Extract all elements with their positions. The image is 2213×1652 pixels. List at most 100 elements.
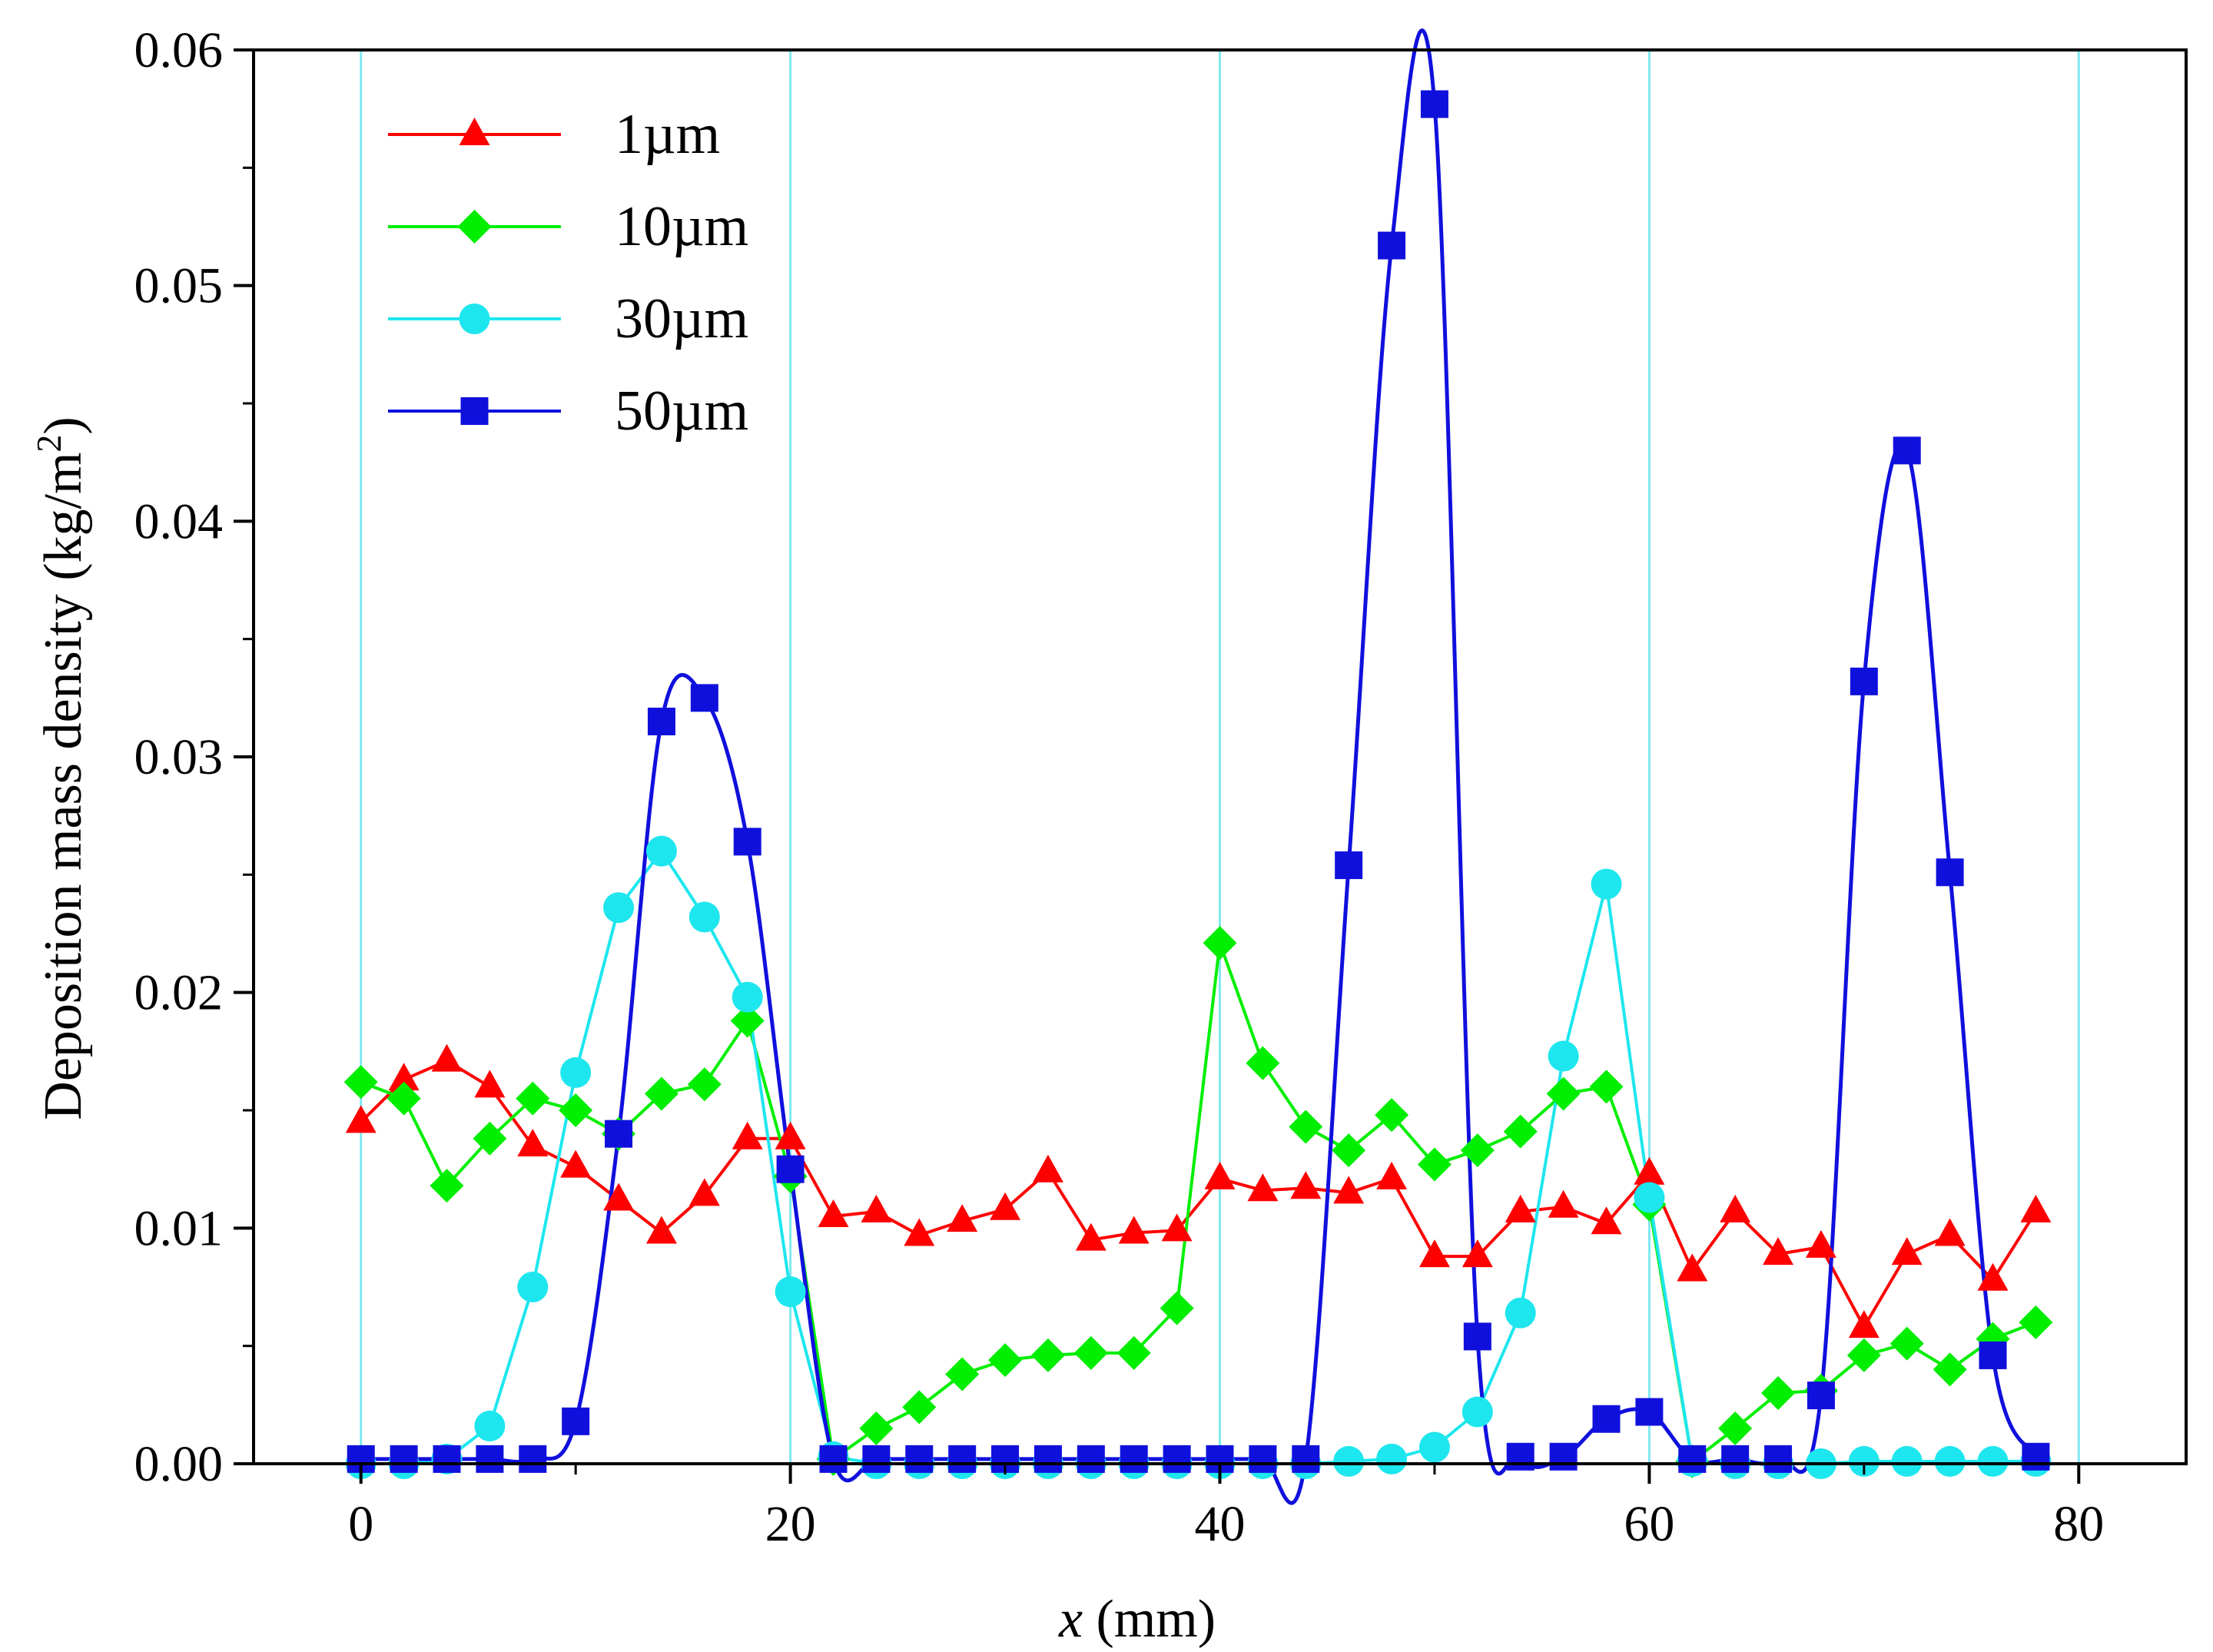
data-point-0-9 xyxy=(732,1121,763,1149)
data-point-2-36 xyxy=(1891,1445,1923,1477)
data-point-2-35 xyxy=(1848,1445,1880,1477)
data-point-1-37 xyxy=(1933,1352,1967,1387)
data-point-0-28 xyxy=(1548,1189,1579,1218)
x-tick-label-60: 60 xyxy=(1624,1496,1674,1552)
data-point-0-23 xyxy=(1333,1176,1365,1204)
data-point-3-2 xyxy=(433,1445,461,1473)
y-tick-label-2: 0.02 xyxy=(134,965,224,1021)
data-point-3-29 xyxy=(1592,1405,1621,1433)
data-point-0-36 xyxy=(1891,1237,1923,1266)
data-point-0-3 xyxy=(474,1070,506,1098)
data-point-2-26 xyxy=(1462,1396,1493,1428)
data-point-0-12 xyxy=(861,1194,892,1222)
data-point-0-34 xyxy=(1805,1229,1836,1258)
ticks xyxy=(234,48,2081,1484)
legend-marker-1 xyxy=(457,210,492,244)
x-tick-label-40: 40 xyxy=(1195,1496,1246,1552)
series-markers-1 xyxy=(343,926,2053,1478)
y-tick-label-3: 0.03 xyxy=(134,729,224,785)
data-point-2-28 xyxy=(1548,1040,1579,1072)
y-tick-label-1: 0.01 xyxy=(134,1200,224,1256)
data-point-3-6 xyxy=(605,1120,633,1148)
data-point-3-19 xyxy=(1163,1445,1191,1473)
data-point-0-33 xyxy=(1763,1237,1794,1266)
data-point-0-21 xyxy=(1247,1173,1279,1202)
data-point-2-3 xyxy=(474,1410,506,1441)
data-point-3-30 xyxy=(1635,1398,1664,1426)
data-point-1-16 xyxy=(1030,1338,1065,1372)
data-point-3-32 xyxy=(1721,1445,1750,1473)
data-point-3-38 xyxy=(1979,1341,2007,1369)
data-point-0-16 xyxy=(1032,1154,1063,1183)
data-point-3-1 xyxy=(390,1445,418,1473)
data-point-0-31 xyxy=(1677,1253,1708,1282)
data-point-1-4 xyxy=(516,1081,550,1116)
data-point-2-5 xyxy=(560,1057,592,1088)
y-axis-title: Deposition mass density (kg/m2) xyxy=(29,416,93,1120)
data-point-2-9 xyxy=(732,981,763,1013)
data-point-3-12 xyxy=(862,1445,891,1473)
grid xyxy=(360,50,2080,1464)
data-point-1-15 xyxy=(988,1343,1023,1378)
data-point-3-3 xyxy=(476,1445,504,1473)
data-point-3-39 xyxy=(2022,1442,2050,1471)
data-point-3-10 xyxy=(776,1155,805,1183)
data-point-0-39 xyxy=(2020,1194,2052,1222)
data-point-1-32 xyxy=(1718,1411,1753,1445)
data-point-0-5 xyxy=(560,1149,592,1178)
data-point-0-25 xyxy=(1418,1239,1450,1268)
data-point-2-4 xyxy=(517,1272,549,1302)
data-point-1-13 xyxy=(902,1390,937,1425)
data-point-2-8 xyxy=(688,901,720,933)
data-point-0-20 xyxy=(1204,1161,1236,1189)
data-point-0-19 xyxy=(1161,1213,1193,1242)
data-point-3-22 xyxy=(1292,1445,1320,1473)
data-point-0-8 xyxy=(688,1178,720,1206)
data-point-2-25 xyxy=(1418,1431,1450,1463)
data-point-2-7 xyxy=(645,835,677,867)
data-point-2-29 xyxy=(1591,868,1622,900)
data-point-1-24 xyxy=(1375,1098,1409,1133)
legend: 1µm 10µm 30µm 50µm xyxy=(388,103,748,443)
data-point-0-6 xyxy=(603,1183,635,1211)
data-point-1-36 xyxy=(1890,1326,1924,1361)
data-point-2-27 xyxy=(1505,1297,1536,1329)
data-point-3-11 xyxy=(819,1445,848,1473)
data-point-1-39 xyxy=(2019,1305,2053,1339)
data-point-0-15 xyxy=(990,1192,1021,1220)
data-point-3-16 xyxy=(1034,1445,1062,1473)
data-point-1-18 xyxy=(1116,1335,1151,1370)
data-point-1-12 xyxy=(859,1411,894,1445)
x-tick-label-80: 80 xyxy=(2053,1496,2104,1552)
data-point-1-2 xyxy=(430,1169,464,1203)
x-axis-title: x (mm) xyxy=(1058,1590,1216,1649)
data-point-3-21 xyxy=(1249,1445,1277,1473)
data-point-0-0 xyxy=(345,1105,377,1133)
data-point-3-25 xyxy=(1420,90,1448,118)
legend-marker-0 xyxy=(459,118,490,145)
data-point-3-23 xyxy=(1335,851,1363,880)
data-point-3-7 xyxy=(647,708,675,735)
data-point-3-4 xyxy=(519,1445,547,1473)
y-tick-label-4: 0.04 xyxy=(134,493,224,549)
data-point-1-17 xyxy=(1073,1335,1108,1370)
data-point-1-3 xyxy=(473,1121,507,1156)
data-point-2-38 xyxy=(1977,1445,2009,1477)
data-point-3-5 xyxy=(562,1407,590,1435)
legend-label-1: 10µm xyxy=(615,195,748,258)
data-point-0-32 xyxy=(1720,1194,1751,1222)
data-point-1-8 xyxy=(687,1067,722,1102)
tick-labels: 0 20 40 60 80 0.00 0.01 0.02 0.03 0.04 0.05 0.06 xyxy=(134,22,2105,1552)
data-point-3-9 xyxy=(733,828,761,856)
data-point-0-35 xyxy=(1848,1310,1880,1339)
data-point-1-21 xyxy=(1246,1046,1280,1080)
x-tick-label-0: 0 xyxy=(348,1496,373,1552)
data-point-1-1 xyxy=(387,1081,421,1116)
data-point-2-37 xyxy=(1934,1445,1966,1477)
y-tick-label-6: 0.06 xyxy=(134,22,224,78)
data-point-3-14 xyxy=(948,1445,977,1473)
data-point-0-38 xyxy=(1977,1262,2009,1291)
data-point-0-14 xyxy=(947,1204,978,1232)
